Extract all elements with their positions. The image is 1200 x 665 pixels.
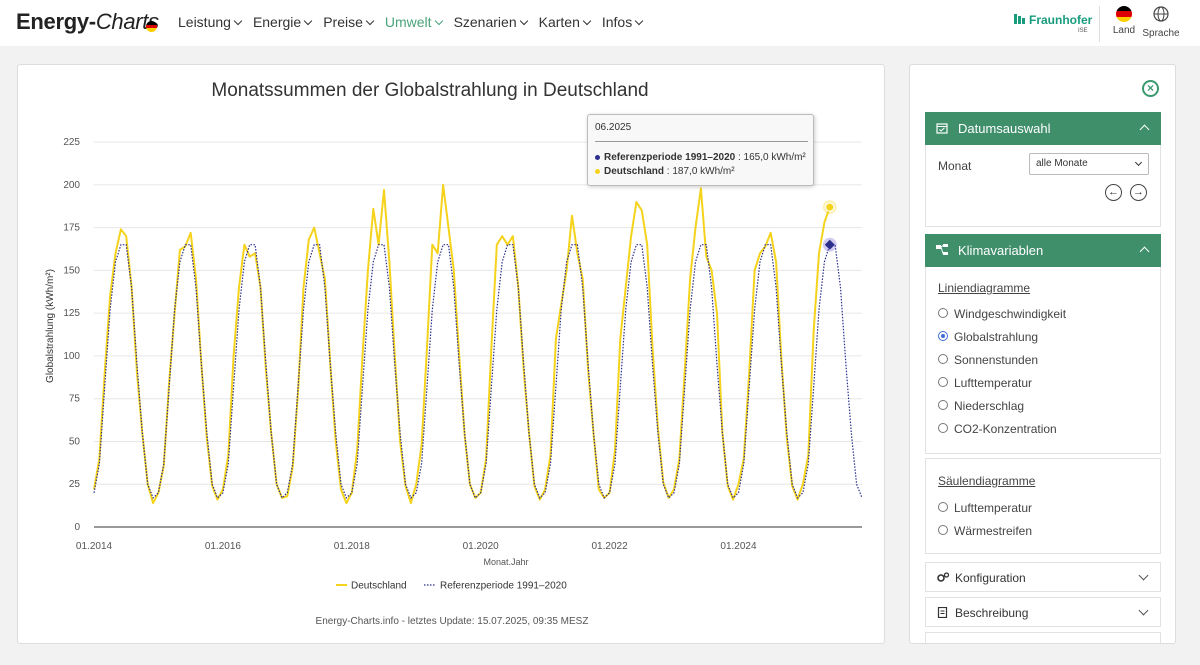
y-tick-label: 175 [63, 223, 80, 234]
highlight-point-deutschland [825, 202, 835, 212]
gears-icon [937, 572, 949, 582]
klimavariablen-header[interactable]: Klimavariablen [925, 234, 1161, 267]
fraunhofer-text: Fraunhofer [1029, 13, 1093, 27]
chevron-down-icon [434, 16, 443, 25]
x-tick-label: 01.2020 [463, 541, 500, 552]
nav-energie[interactable]: Energie [253, 14, 313, 30]
liniendiagramme-title: Liniendiagramme [938, 281, 1031, 295]
close-icon[interactable]: × [1142, 80, 1159, 97]
land-button[interactable]: Land [1102, 6, 1146, 36]
calendar-icon [936, 123, 948, 134]
x-tick-label: 01.2014 [76, 541, 113, 552]
header-divider [1099, 6, 1100, 42]
y-tick-label: 200 [63, 180, 80, 191]
chart-footnote: Energy-Charts.info - letztes Update: 15.… [315, 616, 589, 627]
energy-charts-logo[interactable]: Energy-Charts [16, 9, 159, 35]
highlight-point-referenz [824, 239, 835, 250]
nav-preise[interactable]: Preise [323, 14, 375, 30]
chevron-down-icon [634, 16, 644, 25]
saeulendiagramme-title: Säulendiagramme [938, 474, 1036, 488]
tooltip-row-referenz: Referenzperiode 1991–2020 : 165,0 kWh/m² [595, 152, 806, 163]
y-tick-label: 225 [63, 137, 80, 148]
chevron-down-icon [582, 16, 592, 25]
logo-main: Energy- [16, 9, 96, 34]
x-tick-label: 01.2018 [334, 541, 371, 552]
germany-flag-icon [146, 21, 157, 32]
chevron-down-icon [233, 16, 243, 25]
y-tick-label: 100 [63, 351, 80, 362]
chevron-down-icon [1138, 570, 1149, 581]
beschreibung-section[interactable]: Beschreibung [925, 597, 1161, 627]
liniendiagramme-body: Liniendiagramme Windgeschwindigkeit Glob… [925, 267, 1161, 454]
more-section[interactable] [925, 632, 1161, 643]
chevron-up-icon [1139, 246, 1150, 257]
sprache-button[interactable]: Sprache [1139, 6, 1183, 39]
sitemap-icon [936, 244, 948, 255]
chevron-down-icon [1138, 605, 1149, 616]
x-axis-title: Monat.Jahr [483, 557, 528, 567]
y-tick-label: 25 [69, 479, 81, 490]
chevron-down-icon [365, 16, 375, 25]
nav-karten[interactable]: Karten [539, 14, 592, 30]
fraunhofer-logo[interactable]: Fraunhofer ISE [1014, 13, 1094, 35]
next-arrow-icon[interactable]: → [1130, 184, 1147, 201]
chevron-down-icon [1134, 158, 1143, 167]
x-tick-label: 01.2024 [720, 541, 757, 552]
series-dot-icon [595, 154, 600, 160]
saeulendiagramme-body: Säulendiagramme Lufttemperatur Wärmestre… [925, 458, 1161, 554]
y-tick-label: 125 [63, 308, 80, 319]
top-navbar: Energy-Charts Leistung Energie Preise Um… [0, 0, 1200, 46]
legend-label-referenzperiode: Referenzperiode 1991–2020 [440, 581, 567, 592]
chevron-down-icon [519, 16, 528, 25]
datumsauswahl-header[interactable]: Datumsauswahl [925, 112, 1161, 145]
fraunhofer-mark-icon [1014, 14, 1025, 24]
tooltip-row-deutschland: Deutschland : 187,0 kWh/m² [595, 166, 735, 177]
chart-title: Monatssummen der Globalstrahlung in Deut… [211, 80, 649, 101]
tooltip-date: 06.2025 [595, 122, 632, 133]
fraunhofer-sub: ISE [1078, 28, 1088, 34]
y-tick-label: 0 [74, 522, 80, 533]
y-tick-label: 75 [69, 394, 81, 405]
chevron-up-icon [1139, 124, 1150, 135]
legend-label-deutschland: Deutschland [351, 581, 407, 592]
monat-label: Monat [938, 159, 972, 173]
germany-flag-icon [1116, 6, 1132, 22]
settings-panel: × Datumsauswahl Monat alle Monate ← → Kl… [909, 64, 1176, 644]
nav-infos[interactable]: Infos [602, 14, 644, 30]
series-dot-icon [595, 168, 600, 174]
main-nav: Leistung Energie Preise Umwelt Szenarien… [178, 14, 654, 30]
document-icon [937, 607, 948, 618]
chart-tooltip: 06.2025 Referenzperiode 1991–2020 : 165,… [587, 114, 814, 186]
chevron-down-icon [303, 16, 313, 25]
land-label: Land [1112, 25, 1136, 36]
x-tick-label: 01.2022 [592, 541, 629, 552]
nav-leistung[interactable]: Leistung [178, 14, 243, 30]
monat-select[interactable]: alle Monate [1029, 153, 1149, 175]
y-axis-title: Globalstrahlung (kWh/m²) [45, 269, 56, 383]
tooltip-divider [595, 141, 808, 142]
y-tick-label: 50 [69, 436, 81, 447]
prev-arrow-icon[interactable]: ← [1105, 184, 1122, 201]
y-tick-label: 150 [63, 265, 80, 276]
datumsauswahl-body: Monat alle Monate ← → [925, 145, 1161, 227]
series-line-deutschland [93, 183, 831, 505]
sprache-label: Sprache [1142, 28, 1180, 39]
nav-szenarien[interactable]: Szenarien [454, 14, 528, 30]
x-tick-label: 01.2016 [205, 541, 242, 552]
globe-icon [1153, 6, 1169, 22]
nav-umwelt[interactable]: Umwelt [385, 14, 443, 30]
konfiguration-section[interactable]: Konfiguration [925, 562, 1161, 592]
